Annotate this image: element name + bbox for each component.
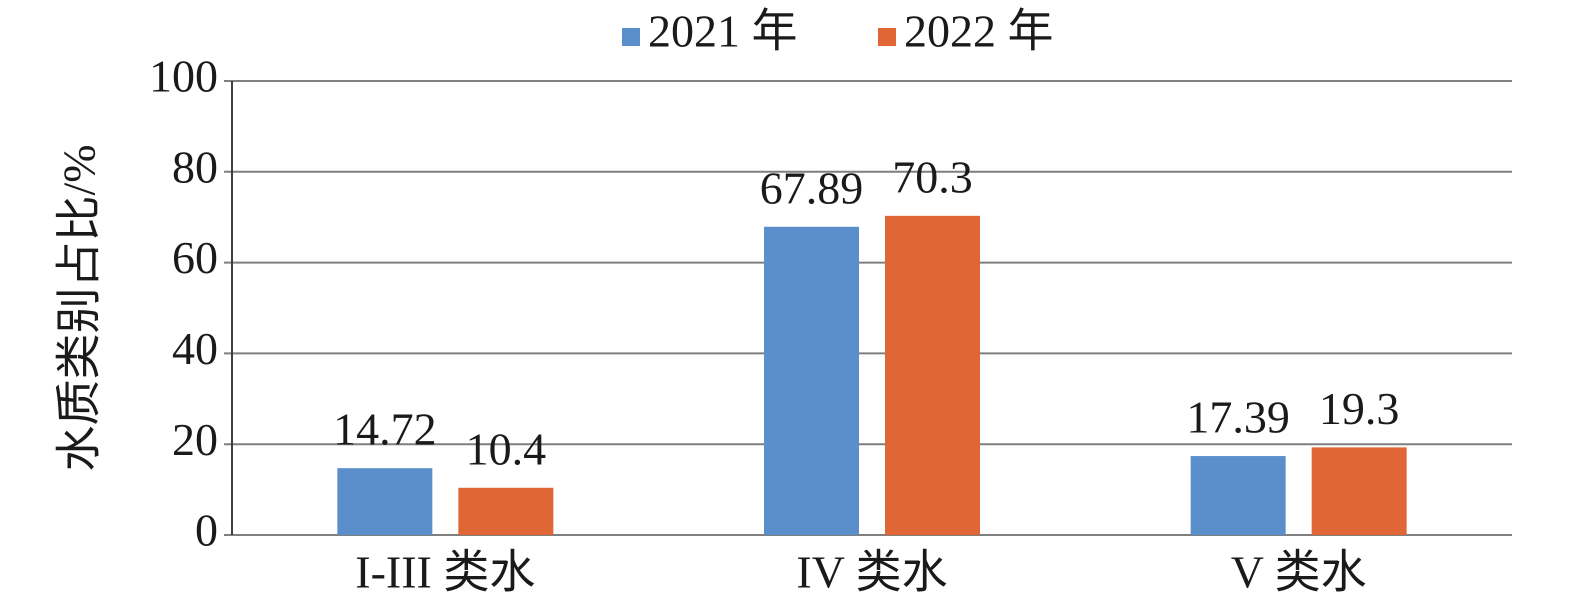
y-tick-label: 60 [172, 232, 218, 283]
value-label: 67.89 [760, 162, 864, 213]
legend-label: 2022 年 [904, 6, 1054, 57]
legend-swatch [878, 28, 896, 46]
bar [458, 487, 554, 535]
x-tick-label: V 类水 [1231, 547, 1367, 598]
y-tick-label: 40 [172, 323, 218, 374]
legend-label: 2021 年 [648, 6, 798, 57]
value-label: 17.39 [1186, 392, 1290, 443]
y-axis-label: 水质类别占比/% [54, 144, 105, 471]
value-label: 14.72 [333, 404, 437, 455]
y-tick-label: 80 [172, 141, 218, 192]
bar [764, 226, 859, 535]
bar [885, 215, 980, 535]
bar [1311, 447, 1407, 535]
value-label: 10.4 [466, 423, 547, 474]
value-label: 19.3 [1319, 383, 1400, 434]
y-tick-label: 20 [172, 414, 218, 465]
x-tick-label: I-III 类水 [355, 547, 535, 598]
y-tick-label: 100 [149, 51, 218, 102]
bar [337, 468, 433, 535]
value-label: 70.3 [892, 151, 973, 202]
legend-swatch [622, 28, 640, 46]
y-tick-label: 0 [195, 505, 218, 556]
x-tick-label: IV 类水 [796, 547, 947, 598]
bar [1190, 456, 1286, 535]
